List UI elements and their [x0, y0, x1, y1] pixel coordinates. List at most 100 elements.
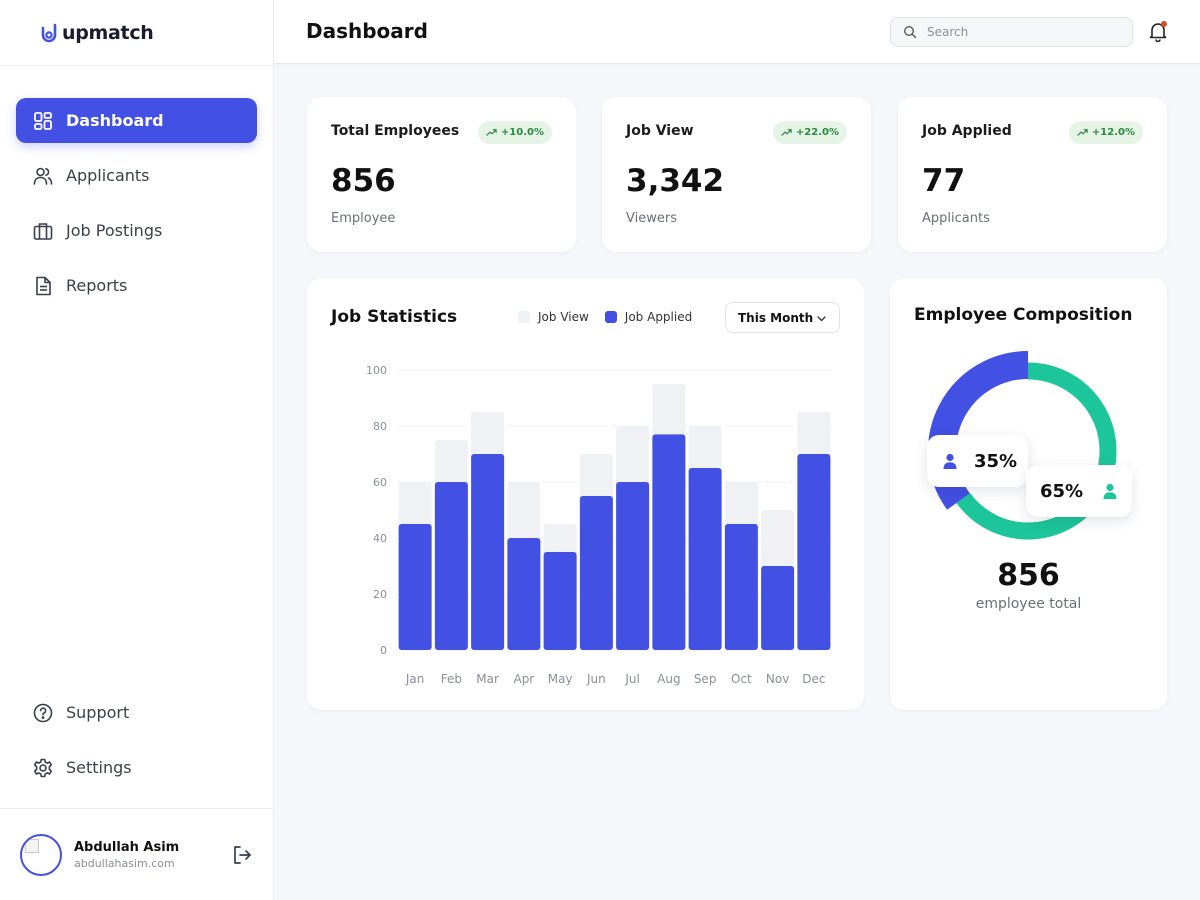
y-tick-label: 80: [373, 420, 387, 433]
x-tick-label: May: [548, 672, 573, 686]
sidebar-item-job-postings[interactable]: Job Postings: [16, 208, 257, 253]
percentage-label: 65%: [1040, 480, 1084, 502]
chart-legend: Job View Job Applied: [518, 310, 708, 324]
legend-item-job-applied: Job Applied: [604, 310, 693, 324]
sidebar-item-dashboard[interactable]: Dashboard: [16, 98, 257, 143]
employee-total-label: employee total: [975, 596, 1082, 612]
search-input[interactable]: [927, 25, 1117, 39]
x-tick-label: Aug: [657, 672, 680, 686]
logout-icon[interactable]: [230, 843, 254, 867]
legend-swatch: [604, 311, 617, 323]
x-tick-label: Jun: [586, 672, 606, 686]
bar-job-applied: [543, 552, 577, 650]
sidebar-item-label: Applicants: [66, 166, 150, 185]
y-tick-label: 100: [366, 364, 387, 377]
broken-image-icon: [25, 838, 39, 853]
legend-item-job-view: Job View: [518, 310, 589, 324]
bar-job-applied: [471, 454, 505, 650]
trend-badge: +22.0%: [772, 121, 847, 144]
upmatch-logo-icon: [41, 23, 57, 42]
legend-swatch: [518, 311, 530, 323]
bar-job-applied: [797, 454, 831, 650]
trend-value: +22.0%: [795, 127, 839, 138]
percentage-label: 35%: [974, 450, 1018, 472]
notifications-button[interactable]: [1147, 20, 1169, 43]
composition-title: Employee Composition: [914, 305, 1133, 325]
stat-title: Job Applied: [922, 123, 1012, 139]
stat-card-total-employees: Total Employees +10.0% 856 Employee: [307, 97, 576, 252]
sidebar-item-support[interactable]: Support: [16, 690, 257, 735]
sidebar-item-label: Job Postings: [66, 221, 163, 240]
search-box[interactable]: [890, 17, 1133, 47]
sidebar-item-label: Settings: [66, 758, 132, 777]
y-tick-label: 20: [373, 588, 387, 601]
legend-label: Job Applied: [624, 310, 693, 324]
trend-badge: +12.0%: [1068, 121, 1143, 144]
period-select[interactable]: This Month: [725, 302, 840, 333]
briefcase-icon: [33, 222, 53, 240]
y-tick-label: 40: [373, 532, 387, 545]
stat-value: 77: [922, 163, 966, 199]
help-circle-icon: [33, 703, 53, 722]
search-icon: [903, 25, 917, 39]
y-tick-label: 60: [373, 476, 387, 489]
bar-job-applied: [579, 496, 613, 650]
x-tick-label: Nov: [766, 672, 789, 686]
main-nav: Dashboard Applicants Job Postings Report…: [0, 66, 273, 308]
bar-job-applied: [398, 524, 432, 650]
dashboard-grid-icon: [34, 111, 52, 130]
user-name: Abdullah Asim: [74, 839, 180, 855]
sidebar-item-label: Support: [66, 703, 130, 722]
chart-title: Job Statistics: [331, 307, 458, 327]
stat-value: 856: [331, 163, 396, 199]
stat-title: Job View: [626, 123, 694, 139]
sidebar-item-label: Reports: [66, 276, 128, 295]
user-icon: [943, 453, 957, 469]
job-statistics-card: 0 20 40 60 80 100 Jan Feb Mar Apr May Jun Jul Aug Sep O…: [307, 278, 864, 710]
x-tick-label: Feb: [441, 672, 462, 686]
top-bar: Dashboard: [274, 0, 1200, 64]
trend-value: +10.0%: [500, 127, 544, 138]
document-icon: [36, 276, 51, 295]
x-tick-label: Oct: [731, 672, 752, 686]
period-value: This Month: [738, 310, 814, 325]
avatar[interactable]: [20, 833, 62, 876]
sidebar-item-label: Dashboard: [66, 111, 164, 130]
bar-job-applied: [652, 434, 686, 650]
x-tick-label: Apr: [513, 672, 534, 686]
brand-name: upmatch: [62, 21, 154, 44]
bar-job-applied: [688, 468, 722, 650]
bar-job-applied: [507, 538, 541, 650]
user-icon: [1103, 483, 1117, 499]
trend-up-icon: [1077, 129, 1088, 136]
stat-subtitle: Employee: [331, 211, 396, 226]
bar-job-applied: [616, 482, 650, 650]
percentage-chip-blue: 35%: [927, 435, 1028, 487]
brand[interactable]: upmatch: [0, 0, 273, 66]
sidebar-item-reports[interactable]: Reports: [16, 263, 257, 308]
stat-subtitle: Viewers: [626, 211, 677, 226]
legend-label: Job View: [538, 310, 589, 324]
employee-total-value: 856: [997, 558, 1060, 593]
sidebar: upmatch Dashboard Applicants Job Posting…: [0, 0, 274, 900]
bar-job-applied: [724, 524, 758, 650]
sidebar-item-settings[interactable]: Settings: [16, 745, 257, 790]
stat-card-job-applied: Job Applied +12.0% 77 Applicants: [898, 97, 1167, 252]
sidebar-item-applicants[interactable]: Applicants: [16, 153, 257, 198]
trend-up-icon: [486, 129, 497, 136]
page-title: Dashboard: [306, 19, 428, 43]
bar-job-applied: [761, 566, 795, 650]
user-panel: Abdullah Asim abdullahasim.com: [0, 808, 273, 900]
trend-up-icon: [781, 129, 792, 136]
percentage-chip-green: 65%: [1026, 465, 1132, 517]
y-tick-label: 0: [380, 644, 387, 657]
users-icon: [33, 167, 53, 185]
chevron-down-icon: [817, 316, 826, 322]
secondary-nav: Support Settings: [16, 690, 257, 800]
stat-title: Total Employees: [331, 123, 460, 139]
trend-value: +12.0%: [1091, 127, 1135, 138]
user-email: abdullahasim.com: [74, 856, 175, 870]
stat-subtitle: Applicants: [922, 211, 990, 226]
x-tick-label: Sep: [694, 672, 717, 686]
bar-job-applied: [434, 482, 468, 650]
